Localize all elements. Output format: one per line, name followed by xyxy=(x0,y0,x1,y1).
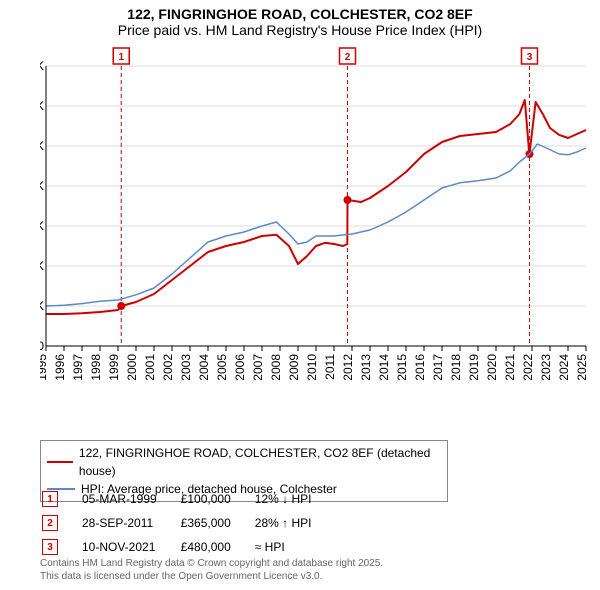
svg-text:2006: 2006 xyxy=(233,354,247,381)
legend-swatch-1 xyxy=(47,461,73,463)
legend-label-1: 122, FINGRINGHOE ROAD, COLCHESTER, CO2 8… xyxy=(79,444,441,480)
svg-text:1: 1 xyxy=(118,52,124,63)
svg-text:2015: 2015 xyxy=(395,354,409,381)
svg-text:2020: 2020 xyxy=(485,354,499,381)
svg-text:2022: 2022 xyxy=(521,354,535,381)
svg-text:£100K: £100K xyxy=(40,299,44,313)
chart-area: £0 £100K £200K £300K £400K £500K £600K £700K 199… xyxy=(40,46,590,400)
svg-text:3: 3 xyxy=(527,52,533,63)
svg-text:2012: 2012 xyxy=(341,354,355,381)
chart-container: 122, FINGRINGHOE ROAD, COLCHESTER, CO2 8… xyxy=(0,0,600,590)
svg-text:2002: 2002 xyxy=(161,354,175,381)
svg-text:2011: 2011 xyxy=(323,354,337,380)
svg-text:£200K: £200K xyxy=(40,259,44,273)
event-row: 3 10-NOV-2021£480,000≈ HPI xyxy=(42,536,333,558)
event-price: £480,000 xyxy=(181,536,253,558)
svg-text:2005: 2005 xyxy=(215,354,229,381)
svg-text:1995: 1995 xyxy=(40,354,49,381)
event-delta: 28% ↑ HPI xyxy=(255,512,334,534)
svg-text:2014: 2014 xyxy=(377,354,391,381)
event-delta: ≈ HPI xyxy=(255,536,334,558)
svg-text:£700K: £700K xyxy=(40,59,44,73)
svg-text:2017: 2017 xyxy=(431,354,445,381)
svg-text:1997: 1997 xyxy=(71,354,85,381)
svg-text:2024: 2024 xyxy=(557,354,571,381)
svg-text:£300K: £300K xyxy=(40,219,44,233)
svg-text:1996: 1996 xyxy=(53,354,67,381)
svg-text:£400K: £400K xyxy=(40,179,44,193)
event-marker: 1 xyxy=(42,491,58,507)
chart-svg: £0 £100K £200K £300K £400K £500K £600K £700K 199… xyxy=(40,46,590,400)
title-line2: Price paid vs. HM Land Registry's House … xyxy=(0,22,600,38)
svg-text:1999: 1999 xyxy=(107,354,121,381)
title-block: 122, FINGRINGHOE ROAD, COLCHESTER, CO2 8… xyxy=(0,0,600,40)
svg-text:2004: 2004 xyxy=(197,354,211,381)
event-date: 10-NOV-2021 xyxy=(82,536,179,558)
legend-row-1: 122, FINGRINGHOE ROAD, COLCHESTER, CO2 8… xyxy=(47,444,441,480)
svg-text:2008: 2008 xyxy=(269,354,283,381)
svg-text:2000: 2000 xyxy=(125,354,139,381)
svg-text:2016: 2016 xyxy=(413,354,427,381)
svg-text:2021: 2021 xyxy=(503,354,517,381)
event-price: £365,000 xyxy=(181,512,253,534)
svg-text:£600K: £600K xyxy=(40,99,44,113)
svg-text:2018: 2018 xyxy=(449,354,463,381)
svg-text:2019: 2019 xyxy=(467,354,481,381)
svg-text:£0: £0 xyxy=(40,339,44,353)
event-delta: 12% ↓ HPI xyxy=(255,488,334,510)
attribution-line2: This data is licensed under the Open Gov… xyxy=(40,571,383,584)
event-row: 1 05-MAR-1999£100,00012% ↓ HPI xyxy=(42,488,333,510)
svg-text:2007: 2007 xyxy=(251,354,265,381)
event-date: 05-MAR-1999 xyxy=(82,488,179,510)
title-line1: 122, FINGRINGHOE ROAD, COLCHESTER, CO2 8… xyxy=(0,6,600,22)
attribution: Contains HM Land Registry data © Crown c… xyxy=(40,558,383,583)
svg-text:2010: 2010 xyxy=(305,354,319,381)
svg-text:2: 2 xyxy=(345,52,351,63)
svg-text:2025: 2025 xyxy=(575,354,589,381)
attribution-line1: Contains HM Land Registry data © Crown c… xyxy=(40,558,383,571)
svg-text:2001: 2001 xyxy=(143,354,157,381)
event-marker: 3 xyxy=(42,539,58,555)
svg-text:2003: 2003 xyxy=(179,354,193,381)
events-table: 1 05-MAR-1999£100,00012% ↓ HPI 2 28-SEP-201… xyxy=(40,486,335,560)
svg-text:1998: 1998 xyxy=(89,354,103,381)
event-price: £100,000 xyxy=(181,488,253,510)
svg-text:2013: 2013 xyxy=(359,354,373,381)
event-marker: 2 xyxy=(42,515,58,531)
svg-text:2023: 2023 xyxy=(539,354,553,381)
svg-text:2009: 2009 xyxy=(287,354,301,381)
svg-text:£500K: £500K xyxy=(40,139,44,153)
event-date: 28-SEP-2011 xyxy=(82,512,179,534)
event-row: 2 28-SEP-2011£365,00028% ↑ HPI xyxy=(42,512,333,534)
